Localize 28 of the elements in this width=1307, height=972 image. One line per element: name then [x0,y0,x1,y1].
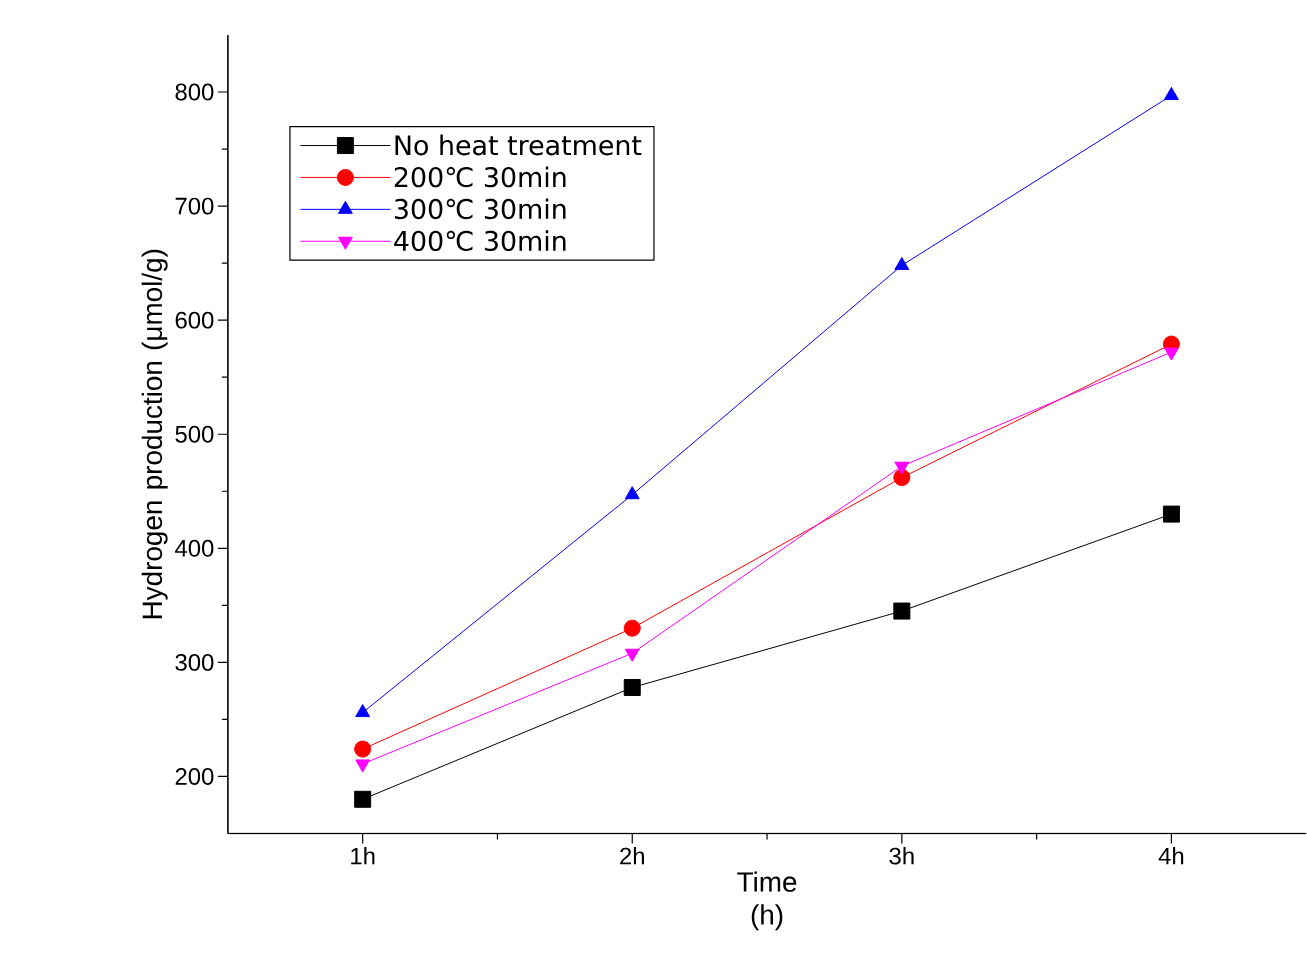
point [355,759,371,773]
y-tick-label: 300 [175,653,214,671]
point [1163,86,1179,100]
legend-label: 300℃ 30min [394,198,566,219]
point [623,619,641,637]
point [893,602,911,620]
y-tick-label: 600 [175,311,214,329]
y-tick-label: 400 [175,539,214,557]
point [624,648,640,662]
point [354,740,372,758]
point [354,790,372,808]
y-tick-label: 800 [175,83,214,101]
point [894,256,910,270]
y-axis-title: Hydrogen production (μmol/g) [141,249,168,618]
y-tick-label: 500 [175,425,214,443]
legend-label: No heat treatment [395,134,642,156]
x-axis-title: Time (h) [737,871,797,931]
point [1162,505,1180,523]
legend-label: 200℃ 30min [394,166,566,188]
point [623,678,641,696]
x-tick-label: 1h [351,846,375,865]
x-tick-label: 4h [1158,846,1184,865]
x-tick-label: 3h [889,846,914,865]
x-tick-label: 2h [620,846,644,865]
y-tick-label: 700 [175,197,214,215]
y-tick-label: 200 [175,767,214,785]
legend-label: 400℃ 30min [394,230,566,251]
point [624,486,640,499]
